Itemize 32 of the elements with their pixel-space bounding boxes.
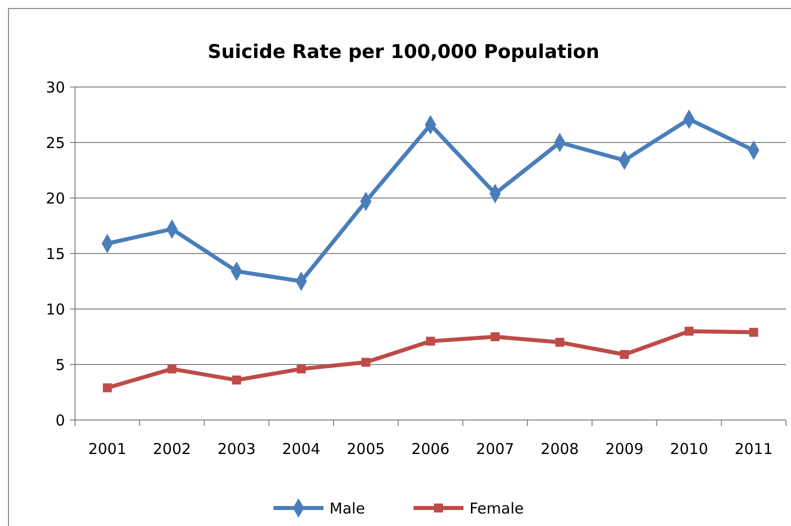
x-tick-label: 2011 bbox=[734, 440, 773, 458]
legend-label: Male bbox=[330, 499, 366, 518]
x-tick-label: 2010 bbox=[670, 440, 708, 458]
point bbox=[684, 326, 694, 336]
y-tick-label: 20 bbox=[46, 189, 65, 208]
x-tick-label: 2009 bbox=[605, 440, 644, 458]
point bbox=[490, 332, 500, 342]
x-tick-label: 2007 bbox=[476, 440, 514, 458]
point bbox=[749, 328, 758, 337]
x-tick-label: 2002 bbox=[152, 440, 192, 458]
y-tick-label: 5 bbox=[55, 356, 65, 374]
point bbox=[620, 350, 629, 359]
x-tick-label: 2008 bbox=[540, 440, 579, 458]
point bbox=[296, 364, 306, 374]
y-tick-label: 25 bbox=[46, 134, 65, 152]
point bbox=[102, 383, 112, 392]
point bbox=[167, 364, 176, 374]
y-tick-label: 15 bbox=[46, 244, 65, 263]
legend-label: Female bbox=[470, 499, 524, 518]
x-tick-label: 2005 bbox=[346, 440, 385, 458]
chart-title: Suicide Rate per 100,000 Population bbox=[208, 41, 600, 63]
y-tick-label: 10 bbox=[46, 300, 65, 318]
point bbox=[426, 336, 435, 346]
point bbox=[361, 358, 370, 367]
x-tick-label: 2004 bbox=[282, 440, 320, 458]
y-tick-label: 30 bbox=[46, 78, 65, 96]
point bbox=[232, 376, 242, 385]
x-tick-label: 2003 bbox=[217, 440, 256, 458]
x-tick-label: 2006 bbox=[411, 440, 450, 458]
x-tick-label: 2001 bbox=[88, 440, 126, 458]
point bbox=[555, 338, 564, 347]
y-tick-label: 0 bbox=[55, 411, 65, 430]
